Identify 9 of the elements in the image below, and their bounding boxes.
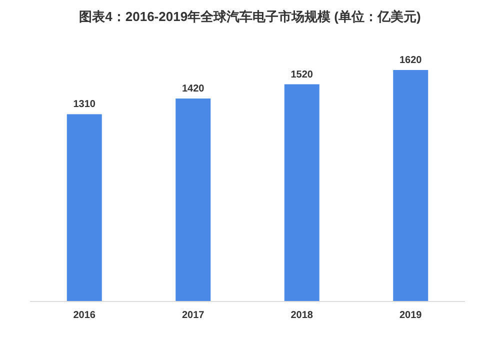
chart-title: 图表4：2016-2019年全球汽车电子市场规模 (单位：亿美元): [79, 9, 421, 24]
data-label: 1520: [290, 69, 314, 80]
x-tick-label: 2017: [182, 310, 205, 321]
x-tick-label: 2018: [290, 310, 314, 321]
data-label: 1310: [73, 99, 96, 110]
data-label: 1420: [182, 84, 205, 95]
x-tick-label: 2016: [73, 310, 96, 321]
data-label: 1620: [400, 55, 422, 66]
x-tick-label: 2019: [400, 310, 422, 321]
